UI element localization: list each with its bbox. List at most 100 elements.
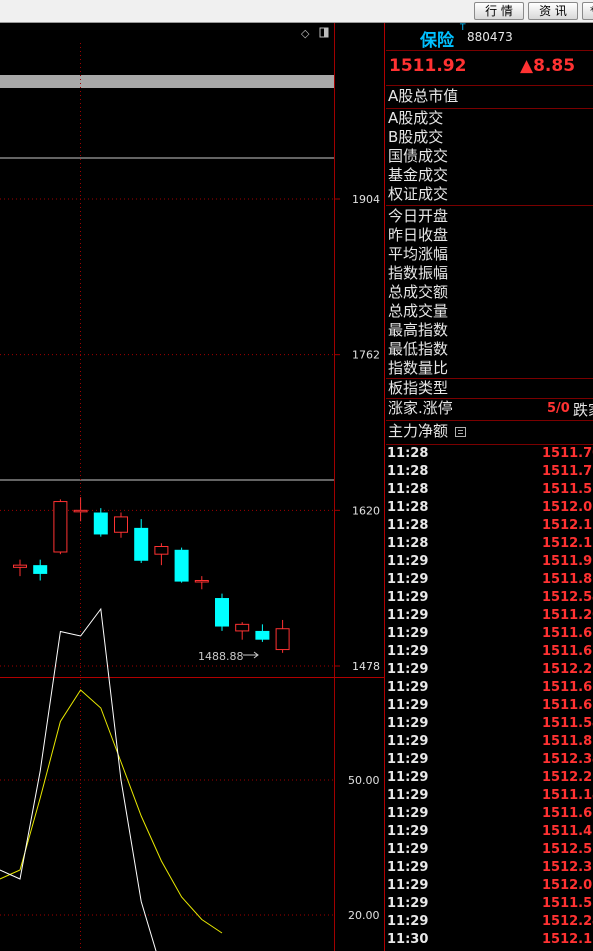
- low-price-annotation: 1488.88: [198, 650, 244, 663]
- tick-row: 11:29 1511.54: [386, 715, 593, 733]
- candle-body-up: [53, 501, 68, 553]
- today-open-label: 今日开盘: [388, 207, 449, 225]
- tick-row: 11:28 1511.78: [386, 463, 593, 481]
- candle-body-down: [33, 565, 48, 574]
- price-change: ▲8.85: [520, 56, 576, 76]
- total-volume-label: 总成交量: [388, 302, 449, 320]
- tick-price: 1512.54: [542, 590, 593, 605]
- top-toolbar: 行 情 资 讯 *: [0, 0, 593, 23]
- tick-row: 11:29 1512.01: [386, 877, 593, 895]
- tick-price: 1512.34: [542, 752, 593, 767]
- stock-code: 880473: [467, 30, 513, 44]
- tick-row: 11:29 1512.34: [386, 751, 593, 769]
- indicator-white-line: [0, 607, 157, 951]
- tick-price: 1511.67: [542, 698, 593, 713]
- tick-time: 11:28: [387, 518, 429, 533]
- tick-time: 11:29: [387, 644, 429, 659]
- tick-row: 11:28 1511.70: [386, 445, 593, 463]
- more-tab-button[interactable]: *: [582, 2, 593, 20]
- tick-row: 11:29 1512.25: [386, 769, 593, 787]
- tick-row: 11:29 1511.41: [386, 823, 593, 841]
- tick-row: 11:29 1512.36: [386, 859, 593, 877]
- index-volume-ratio-label: 指数量比: [388, 359, 449, 377]
- tick-price: 1511.92: [542, 554, 593, 569]
- indicator-yellow-line: [0, 689, 223, 934]
- tick-price: 1512.11: [542, 932, 593, 947]
- price-axis-label: 1478: [352, 660, 380, 673]
- tick-price: 1511.86: [542, 572, 593, 587]
- tick-price: 1511.82: [542, 734, 593, 749]
- candle-body-up: [194, 579, 209, 583]
- b-share-volume-label: B股成交: [388, 128, 444, 146]
- chart-title-bar: [0, 75, 335, 88]
- tick-time: 11:30: [387, 932, 429, 947]
- tick-price: 1511.61: [542, 644, 593, 659]
- tick-row: 11:29 1511.62: [386, 805, 593, 823]
- tick-time: 11:29: [387, 608, 429, 623]
- tick-time: 11:29: [387, 896, 429, 911]
- tick-price: 1511.62: [542, 806, 593, 821]
- tick-time: 11:29: [387, 752, 429, 767]
- quote-tab-button[interactable]: 行 情: [474, 2, 524, 20]
- high-index-label: 最高指数: [388, 321, 449, 339]
- tick-time: 11:28: [387, 464, 429, 479]
- tick-time: 11:29: [387, 860, 429, 875]
- tick-price: 1511.61: [542, 626, 593, 641]
- tick-row: 11:29 1511.14: [386, 787, 593, 805]
- index-amplitude-label: 指数振幅: [388, 264, 449, 282]
- tick-time: 11:29: [387, 698, 429, 713]
- tick-row: 11:29 1511.61: [386, 643, 593, 661]
- tick-row: 11:28 1511.53: [386, 481, 593, 499]
- tick-price: 1511.41: [542, 824, 593, 839]
- tick-row: 11:29 1512.23: [386, 661, 593, 679]
- tick-time: 11:29: [387, 914, 429, 929]
- candle-body-up: [275, 628, 290, 651]
- tick-price: 1511.67: [542, 680, 593, 695]
- tick-row: 11:28 1512.03: [386, 499, 593, 517]
- tick-price: 1511.54: [542, 716, 593, 731]
- tick-time: 11:29: [387, 716, 429, 731]
- tick-row: 11:29 1511.82: [386, 733, 593, 751]
- total-turnover-label: 总成交额: [388, 283, 449, 301]
- warrant-volume-label: 权证成交: [388, 185, 449, 203]
- diamond-icon[interactable]: ◇: [301, 27, 310, 40]
- candle-body-up: [73, 509, 88, 513]
- low-index-label: 最低指数: [388, 340, 449, 358]
- tick-time: 11:29: [387, 878, 429, 893]
- candle-body-up: [114, 516, 128, 533]
- news-tab-button[interactable]: 资 讯: [528, 2, 578, 20]
- tick-time: 11:29: [387, 788, 429, 803]
- tick-row: 11:29 1511.92: [386, 553, 593, 571]
- tick-time: 11:29: [387, 662, 429, 677]
- tick-list[interactable]: 11:281511.7011:281511.7811:281511.5311:2…: [386, 445, 593, 951]
- tick-time: 11:29: [387, 842, 429, 857]
- tick-time: 11:29: [387, 626, 429, 641]
- window-toggle-icon-fill: [324, 28, 328, 37]
- list-icon[interactable]: [455, 427, 466, 437]
- a-share-market-cap-label: A股总市值: [388, 87, 459, 105]
- tick-row: 11:29 1511.67: [386, 679, 593, 697]
- chart-area[interactable]: ◇ 1904 1762 1620 1478 50.00 20.00 1488.88: [0, 23, 385, 951]
- tick-time: 11:28: [387, 536, 429, 551]
- tick-price: 1512.24: [542, 914, 593, 929]
- tick-price: 1512.25: [542, 770, 593, 785]
- avg-change-label: 平均涨幅: [388, 245, 449, 263]
- tick-time: 11:29: [387, 590, 429, 605]
- tick-time: 11:29: [387, 554, 429, 569]
- price-axis-label: 1904: [352, 193, 380, 206]
- stock-name-mark: T: [460, 23, 466, 33]
- tick-row: 11:29 1512.55: [386, 841, 593, 859]
- tick-time: 11:29: [387, 572, 429, 587]
- bond-volume-label: 国债成交: [388, 147, 449, 165]
- candlestick-chart[interactable]: ◇ 1904 1762 1620 1478 50.00 20.00 1488.88: [0, 23, 385, 951]
- quote-panel: 保险 T 880473 1511.92 ▲8.85 A股总市值 A股成交 B股成…: [386, 23, 593, 951]
- candle-body-up: [154, 546, 169, 555]
- candle-body-down: [215, 598, 229, 627]
- a-share-volume-label: A股成交: [388, 109, 444, 127]
- tick-price: 1512.55: [542, 842, 593, 857]
- candle-body-up: [235, 623, 250, 632]
- price-axis-label: 1762: [352, 349, 380, 362]
- tick-price: 1511.78: [542, 464, 593, 479]
- tick-time: 11:28: [387, 446, 429, 461]
- index-type-label: 板指类型: [388, 379, 449, 397]
